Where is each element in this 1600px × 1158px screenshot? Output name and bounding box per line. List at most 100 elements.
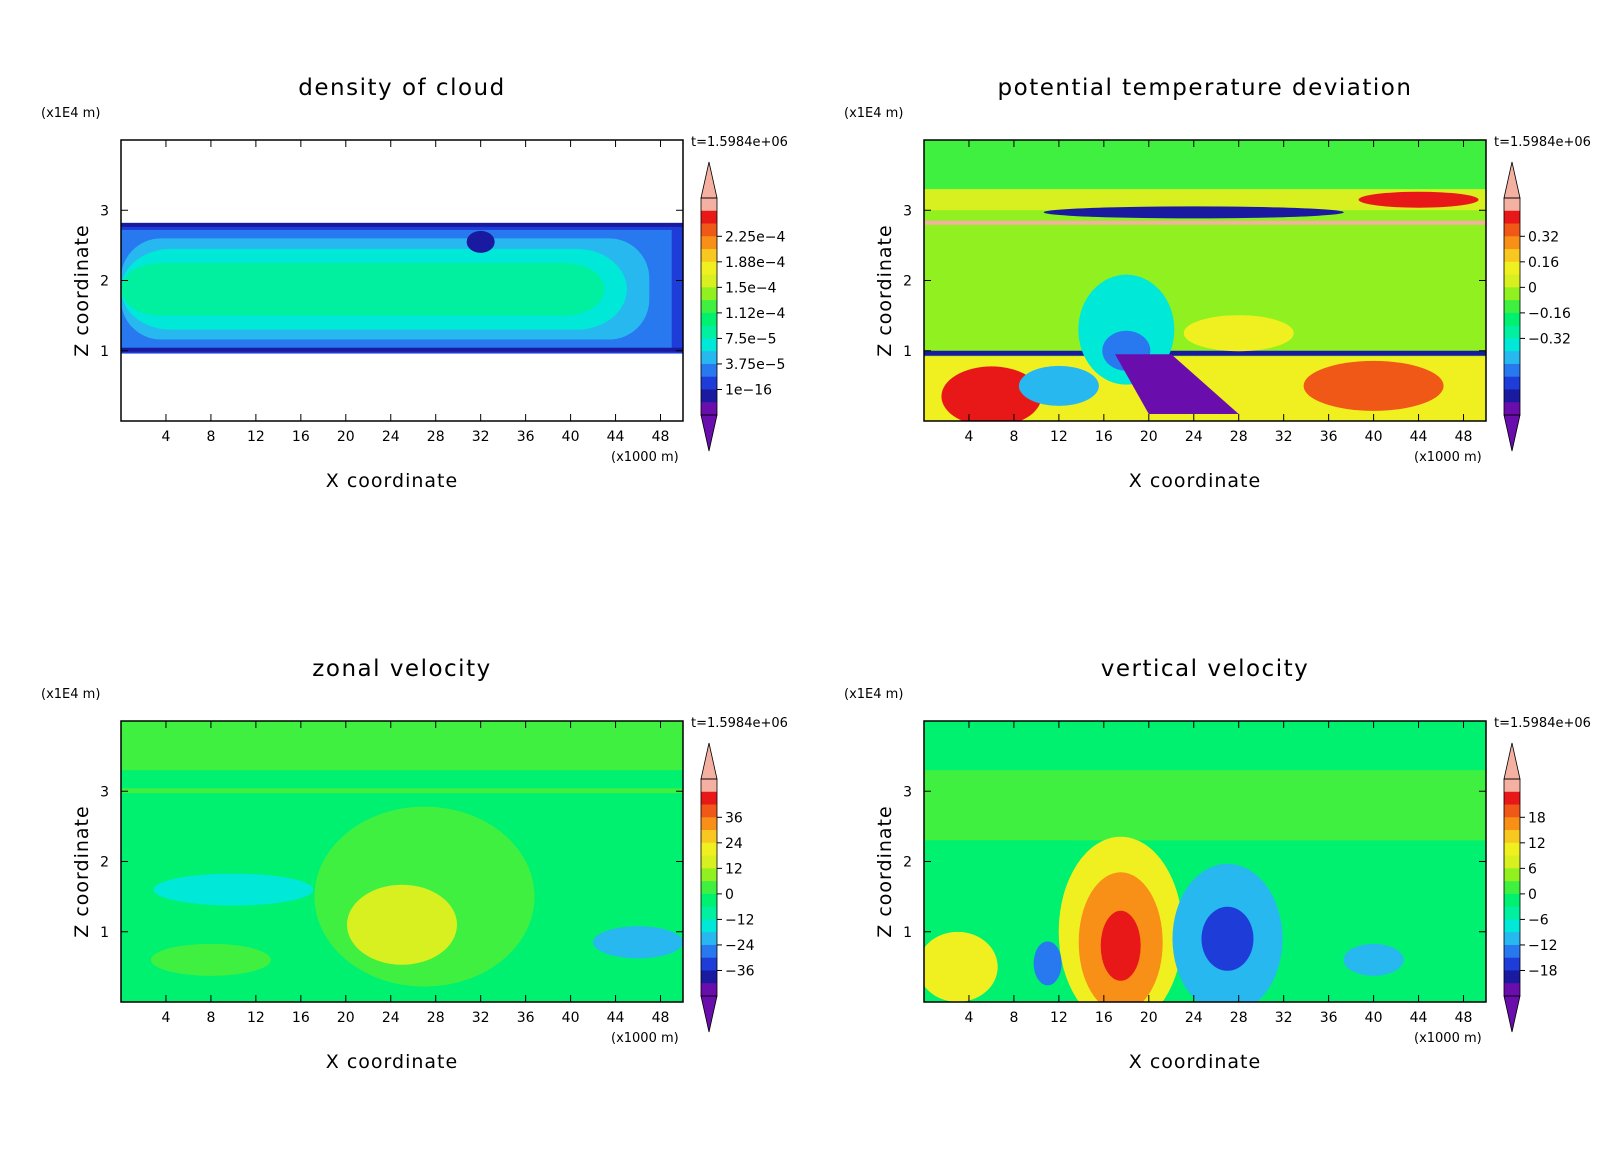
x-tick-label: 28 (1230, 1010, 1248, 1026)
colorbar-segment (701, 300, 717, 314)
x-tick-label: 48 (652, 1010, 670, 1026)
x-tick-label: 44 (607, 1010, 625, 1026)
x-unit-label: (x1000 m) (611, 1031, 679, 1046)
colorbar-label: 6 (1528, 861, 1537, 877)
upper-band (924, 140, 1486, 190)
x-tick-label: 12 (1050, 429, 1068, 445)
colorbar-top-arrow (1503, 161, 1521, 199)
colorbar-segment (1504, 249, 1520, 263)
colorbar-label: −6 (1528, 912, 1549, 928)
y-unit-label: (x1E4 m) (844, 106, 903, 121)
colorbar-segment (1504, 325, 1520, 339)
colorbar-segment (701, 932, 717, 946)
y-tick-label: 3 (100, 203, 109, 219)
surface-updraft (924, 931, 998, 1002)
colorbar-segment (701, 363, 717, 378)
colorbar-segment (1504, 804, 1520, 818)
colorbar-segment (1504, 881, 1520, 895)
cloud-bottom-edge (121, 347, 683, 352)
x-tick-label: 12 (247, 1010, 265, 1026)
x-tick-label: 16 (292, 429, 310, 445)
y-axis-label: Z coordinate (874, 224, 896, 356)
cloud-eddy (466, 230, 495, 253)
cloud-top-edge (121, 222, 683, 227)
surface-positive (150, 943, 271, 976)
x-tick-label: 48 (1455, 1010, 1473, 1026)
colorbar-top-arrow (700, 742, 718, 780)
inversion-line (924, 220, 1486, 225)
colorbar-segment (1504, 300, 1520, 314)
contour-fields (924, 770, 1486, 1002)
x-tick-label: 44 (607, 429, 625, 445)
colorbar-segment (701, 351, 717, 365)
y-tick-label: 3 (903, 203, 912, 219)
colorbar-segment (1504, 868, 1520, 882)
colorbar-segment (1504, 957, 1520, 971)
x-tick-label: 36 (517, 429, 535, 445)
colorbar-segment (1504, 198, 1520, 212)
colorbar-segment (701, 261, 717, 276)
x-tick-label: 20 (1140, 429, 1158, 445)
x-tick-label: 36 (517, 1010, 535, 1026)
colorbar-segment (1504, 363, 1520, 378)
colorbar-segment (701, 236, 717, 250)
colorbar-segment (701, 287, 717, 301)
colorbar-segment (701, 957, 717, 971)
time-annotation: t=1.5984e+06 (1494, 135, 1591, 150)
x-tick-label: 12 (247, 429, 265, 445)
colorbar-segment (701, 855, 717, 869)
colorbar-segment (1504, 983, 1520, 997)
colorbar-label: 1.12e−4 (725, 306, 786, 322)
warm-band (924, 189, 1486, 211)
colorbar-segment (701, 389, 717, 403)
colorbar-label: 7.5e−5 (725, 331, 777, 347)
colorbar-segment (701, 338, 717, 352)
colorbar-frame (700, 778, 718, 997)
negative-band (153, 873, 314, 906)
contour-fields (121, 721, 683, 987)
colorbar-label: 1.5e−4 (725, 280, 777, 296)
colorbar-segment (1504, 893, 1520, 908)
colorbar-segment (1504, 351, 1520, 365)
colorbar-label: 0.32 (1528, 229, 1559, 245)
colorbar-frame (1503, 778, 1521, 997)
colorbar-segment (701, 983, 717, 997)
colorbar-segment (701, 312, 717, 327)
upper-jet (121, 721, 683, 771)
x-tick-label: 8 (1009, 1010, 1018, 1026)
x-axis-label: X coordinate (1129, 1051, 1261, 1073)
colorbar-segment (1504, 830, 1520, 844)
colorbar-label: 0.16 (1528, 255, 1559, 271)
colorbar-frame (1503, 197, 1521, 416)
x-tick-label: 40 (562, 429, 580, 445)
colorbar: 18 12 6 0 −6 −12 −18 (1503, 742, 1558, 1033)
x-tick-label: 20 (1140, 1010, 1158, 1026)
bl-cool-1 (1018, 365, 1099, 406)
colorbar-label: −12 (1528, 938, 1558, 954)
colorbar-segment (701, 223, 717, 237)
colorbar-label: 3.75e−5 (725, 357, 785, 373)
y-tick-label: 2 (100, 855, 109, 871)
colorbar-label: −36 (725, 963, 755, 979)
colorbar-segment (1504, 932, 1520, 946)
x-tick-label: 36 (1320, 429, 1338, 445)
x-tick-label: 4 (964, 429, 973, 445)
y-unit-label: (x1E4 m) (844, 687, 903, 702)
y-tick-label: 1 (100, 925, 109, 941)
colorbar-label: −0.32 (1528, 331, 1571, 347)
panel-title: density of cloud (298, 75, 505, 101)
contour-fields (924, 140, 1486, 421)
colorbar-segment (701, 919, 717, 933)
x-tick-label: 8 (206, 429, 215, 445)
colorbar-segment (1504, 944, 1520, 959)
colorbar-top-arrow (1503, 742, 1521, 780)
panel-title: zonal velocity (312, 656, 491, 682)
x-tick-label: 32 (1275, 1010, 1293, 1026)
time-annotation: t=1.5984e+06 (691, 716, 788, 731)
y-tick-label: 1 (100, 344, 109, 360)
colorbar-bottom-arrow (1503, 414, 1521, 452)
